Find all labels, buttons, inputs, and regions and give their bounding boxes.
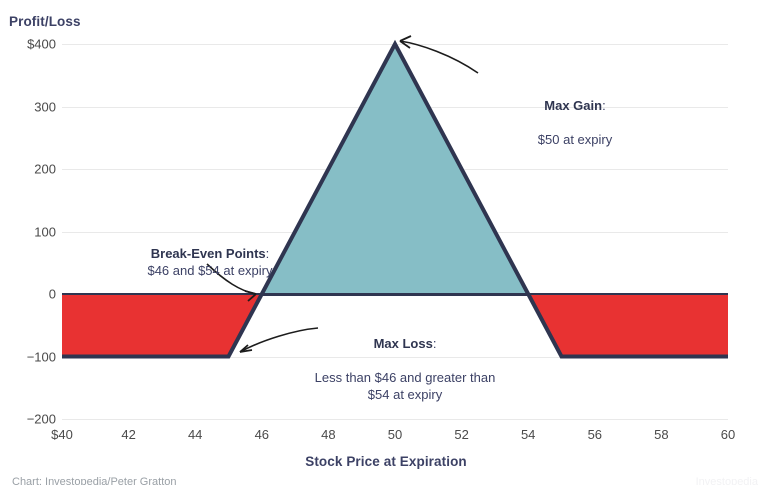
x-tick-label: 46 (254, 427, 270, 442)
annotation-max-gain-title: Max Gain (544, 98, 603, 113)
x-tick-label: 50 (387, 427, 403, 442)
x-tick-label: 52 (454, 427, 469, 442)
annotation-max-loss-body: Less than $46 and greater than $54 at ex… (314, 370, 496, 402)
y-tick-label: $400 (27, 36, 56, 52)
x-tick-label: 60 (720, 427, 736, 442)
x-tick-label: 42 (121, 427, 136, 442)
x-axis-title: Stock Price at Expiration (305, 454, 467, 469)
annotation-colon: : (432, 336, 437, 351)
y-tick-label: 0 (48, 286, 56, 302)
annotation-max-loss-title: Max Loss (373, 336, 433, 351)
annotation-max-loss: Max Loss: Less than $46 and greater than… (305, 318, 505, 403)
y-tick-label: −200 (26, 411, 56, 427)
clipped-header-text: · · · · · (0, 0, 772, 6)
annotation-colon: : (602, 98, 606, 113)
annotation-break-even-body: $46 and $54 at expiry (147, 263, 273, 278)
x-tick-label: 48 (321, 427, 336, 442)
y-tick-label: 100 (34, 224, 56, 239)
x-tick-label: 58 (654, 427, 669, 442)
annotation-max-gain: Max Gain: $50 at expiry (480, 80, 670, 148)
x-tick-label: 44 (187, 427, 203, 442)
zero-line (62, 294, 728, 296)
x-tick-label: 56 (587, 427, 603, 442)
annotation-max-gain-body: $50 at expiry (537, 132, 613, 147)
gridline (62, 419, 728, 420)
y-tick-label: −100 (26, 349, 56, 364)
x-tick-label: 54 (520, 427, 536, 442)
annotation-colon: : (265, 246, 270, 261)
y-tick-label: 200 (34, 161, 56, 177)
y-axis-title: Profit/Loss (9, 14, 81, 29)
annotation-break-even: Break-Even Points: $46 and $54 at expiry (95, 228, 325, 279)
x-tick-label: $40 (51, 427, 73, 442)
gridline (62, 169, 728, 170)
annotation-break-even-title: Break-Even Points (150, 246, 266, 261)
gridline (62, 44, 728, 45)
chart-credit: Chart: Investopedia/Peter Gratton (12, 476, 177, 485)
chart-credit-right: Investopedia (695, 476, 758, 485)
y-tick-label: 300 (34, 99, 56, 114)
